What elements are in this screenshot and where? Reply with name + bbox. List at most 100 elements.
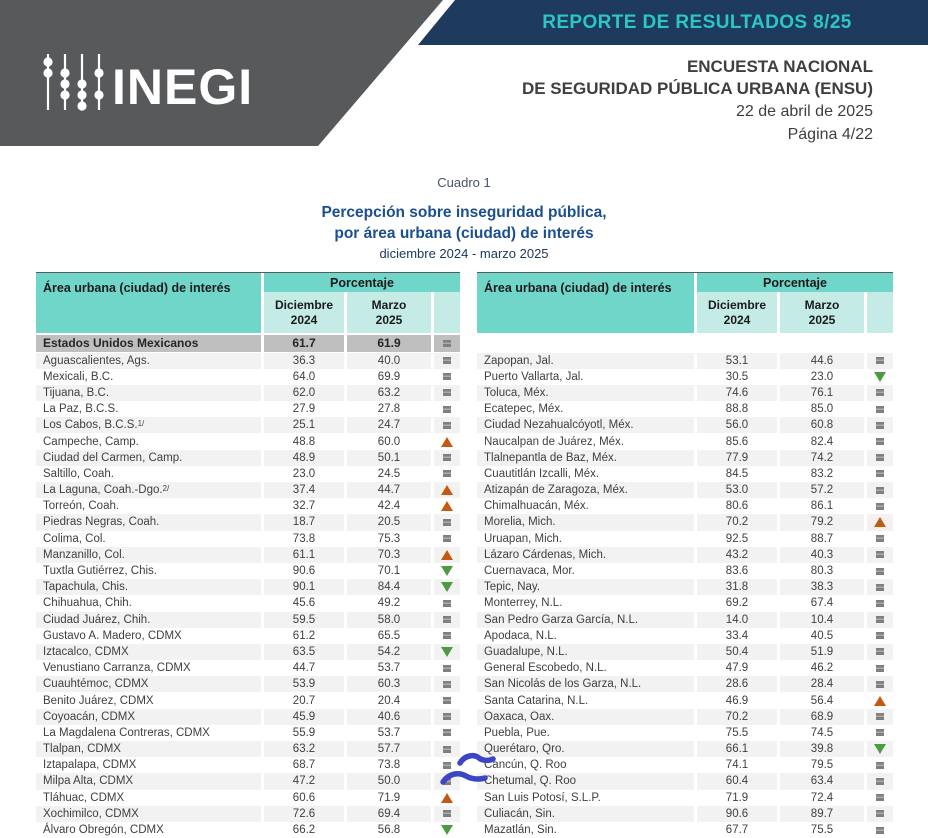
december-value-cell: 31.8 bbox=[697, 579, 777, 595]
table-row: Puebla, Pue. 75.5 74.5 bbox=[477, 725, 893, 741]
table-row: Mexicali, B.C. 64.0 69.9 bbox=[36, 369, 460, 385]
december-value-cell: 90.6 bbox=[264, 563, 344, 579]
trend-equal-icon bbox=[876, 600, 884, 607]
city-name-cell: Milpa Alta, CDMX bbox=[36, 773, 261, 789]
december-value-cell: 43.2 bbox=[697, 547, 777, 563]
trend-cell bbox=[434, 531, 460, 547]
march-value-cell: 83.2 bbox=[780, 466, 864, 482]
city-name-cell: Tláhuac, CDMX bbox=[36, 790, 261, 806]
city-name-cell: Guadalupe, N.L. bbox=[477, 644, 694, 660]
table-row: Ecatepec, Méx. 88.8 85.0 bbox=[477, 401, 893, 417]
march-value-cell: 44.6 bbox=[780, 353, 864, 369]
december-value-cell: 44.7 bbox=[264, 660, 344, 676]
city-name-cell: Oaxaca, Oax. bbox=[477, 709, 694, 725]
trend-cell bbox=[867, 563, 893, 579]
trend-cell bbox=[867, 369, 893, 385]
left-table-body: Estados Unidos Mexicanos 61.7 61.9 Aguas… bbox=[36, 335, 460, 838]
left-table: Área urbana (ciudad) de interés Porcenta… bbox=[36, 272, 460, 838]
trend-cell bbox=[867, 741, 893, 757]
december-value-cell: 33.4 bbox=[697, 628, 777, 644]
trend-cell bbox=[434, 385, 460, 401]
trend-cell bbox=[867, 692, 893, 708]
table-row: La Laguna, Coah.-Dgo.2/ 37.4 44.7 bbox=[36, 482, 460, 498]
march-value-cell: 46.2 bbox=[780, 660, 864, 676]
trend-equal-icon bbox=[443, 616, 451, 623]
city-name-cell: Toluca, Méx. bbox=[477, 385, 694, 401]
trend-down-icon bbox=[441, 825, 453, 835]
december-value-cell: 27.9 bbox=[264, 401, 344, 417]
march-value-cell: 40.6 bbox=[347, 709, 431, 725]
trend-equal-icon bbox=[876, 470, 884, 477]
march-value-cell: 89.7 bbox=[780, 806, 864, 822]
trend-cell bbox=[867, 417, 893, 433]
table-row: Manzanillo, Col. 61.1 70.3 bbox=[36, 547, 460, 563]
march-value-cell: 10.4 bbox=[780, 612, 864, 628]
december-value-cell: 46.9 bbox=[697, 692, 777, 708]
trend-equal-icon bbox=[876, 665, 884, 672]
table-row: Ciudad Nezahualcóyotl, Méx. 56.0 60.8 bbox=[477, 417, 893, 433]
table-row: Iztapalapa, CDMX 68.7 73.8 bbox=[36, 757, 460, 773]
trend-cell bbox=[434, 660, 460, 676]
trend-equal-icon bbox=[876, 648, 884, 655]
table-row: Guadalupe, N.L. 50.4 51.9 bbox=[477, 644, 893, 660]
trend-down-icon bbox=[441, 582, 453, 592]
trend-cell bbox=[434, 612, 460, 628]
trend-column-header bbox=[434, 292, 460, 333]
table-period: diciembre 2024 - marzo 2025 bbox=[0, 246, 928, 261]
march-value-cell: 57.2 bbox=[780, 482, 864, 498]
table-row: Campeche, Camp. 48.8 60.0 bbox=[36, 433, 460, 449]
table-row: Los Cabos, B.C.S.1/ 25.1 24.7 bbox=[36, 417, 460, 433]
december-column-header: Diciembre 2024 bbox=[264, 292, 344, 333]
march-value-cell: 51.9 bbox=[780, 644, 864, 660]
city-name-cell: Lázaro Cárdenas, Mich. bbox=[477, 547, 694, 563]
trend-cell bbox=[867, 579, 893, 595]
report-banner: REPORTE DE RESULTADOS 8/25 bbox=[418, 0, 928, 45]
march-value-cell: 38.3 bbox=[780, 579, 864, 595]
table-row: Lázaro Cárdenas, Mich. 43.2 40.3 bbox=[477, 547, 893, 563]
march-value-cell: 28.4 bbox=[780, 676, 864, 692]
december-value-cell: 48.9 bbox=[264, 450, 344, 466]
table-row: Querétaro, Qro. 66.1 39.8 bbox=[477, 741, 893, 757]
report-date: 22 de abril de 2025 bbox=[522, 100, 873, 123]
trend-equal-icon bbox=[443, 535, 451, 542]
table-row: Xochimilco, CDMX 72.6 69.4 bbox=[36, 806, 460, 822]
area-column-header: Área urbana (ciudad) de interés bbox=[477, 273, 694, 333]
table-title-block: Cuadro 1 Percepción sobre inseguridad pú… bbox=[0, 175, 928, 261]
city-name-cell: Culiacán, Sin. bbox=[477, 806, 694, 822]
city-name-cell: San Pedro Garza García, N.L. bbox=[477, 612, 694, 628]
december-value-cell: 61.7 bbox=[264, 335, 344, 352]
trend-cell bbox=[867, 498, 893, 514]
table-row: Estados Unidos Mexicanos 61.7 61.9 bbox=[36, 335, 460, 352]
city-name-cell: Torreón, Coah. bbox=[36, 498, 261, 514]
march-value-cell: 20.4 bbox=[347, 692, 431, 708]
city-name-cell: Ciudad Nezahualcóyotl, Méx. bbox=[477, 417, 694, 433]
march-value-cell: 75.3 bbox=[347, 531, 431, 547]
december-value-cell: 47.9 bbox=[697, 660, 777, 676]
march-value-cell: 84.4 bbox=[347, 579, 431, 595]
city-name-cell: Monterrey, N.L. bbox=[477, 595, 694, 611]
table-row: Cuernavaca, Mor. 83.6 80.3 bbox=[477, 563, 893, 579]
percentage-header: Porcentaje bbox=[264, 273, 460, 292]
city-name-cell: Los Cabos, B.C.S.1/ bbox=[36, 417, 261, 433]
ink-annotation-marks bbox=[438, 750, 500, 795]
march-value-cell: 69.9 bbox=[347, 369, 431, 385]
city-name-cell: Ciudad Juárez, Chih. bbox=[36, 612, 261, 628]
march-value-cell: 53.7 bbox=[347, 725, 431, 741]
march-value-cell: 73.8 bbox=[347, 757, 431, 773]
december-value-cell: 70.2 bbox=[697, 514, 777, 530]
march-value-cell: 50.0 bbox=[347, 773, 431, 789]
december-value-cell: 23.0 bbox=[264, 466, 344, 482]
march-column-header: Marzo 2025 bbox=[780, 292, 864, 333]
city-name-cell: Puerto Vallarta, Jal. bbox=[477, 369, 694, 385]
trend-cell bbox=[434, 353, 460, 369]
city-name-cell: Uruapan, Mich. bbox=[477, 531, 694, 547]
trend-down-icon bbox=[441, 647, 453, 657]
march-value-cell: 61.9 bbox=[347, 335, 431, 352]
trend-cell bbox=[867, 757, 893, 773]
december-value-cell: 48.8 bbox=[264, 433, 344, 449]
table-row: Torreón, Coah. 32.7 42.4 bbox=[36, 498, 460, 514]
december-value-cell: 47.2 bbox=[264, 773, 344, 789]
percentage-header: Porcentaje bbox=[697, 273, 893, 292]
march-value-cell: 80.3 bbox=[780, 563, 864, 579]
trend-cell bbox=[867, 595, 893, 611]
